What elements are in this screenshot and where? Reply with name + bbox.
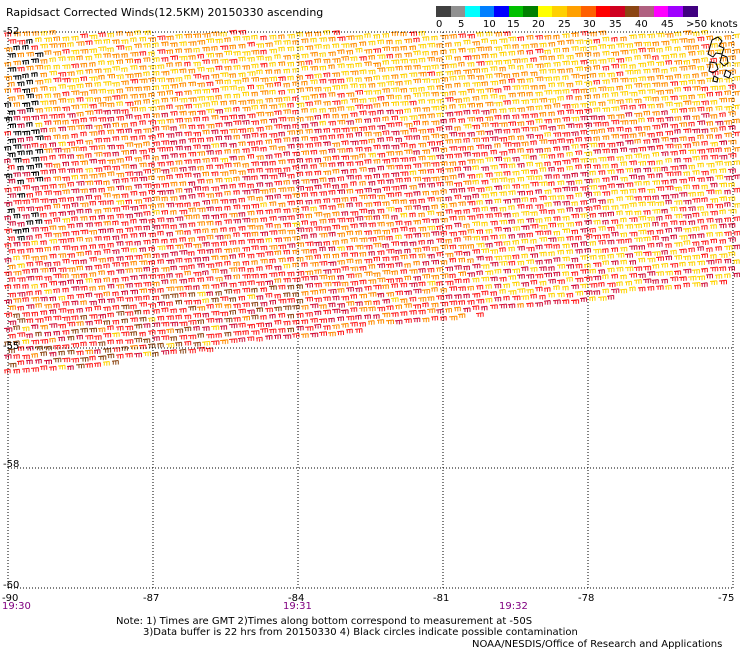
map-grid (7, 31, 734, 590)
legend-swatch (624, 6, 640, 17)
legend-label: 15 (507, 19, 520, 30)
wind-barbs (3, 284, 304, 369)
legend-swatch (436, 6, 451, 17)
time-label-1930: 19:30 (2, 601, 31, 612)
lon-label-75: -75 (718, 593, 735, 604)
wind-barb-swath (3, 29, 740, 374)
wind-speed-legend: 0 5 10 15 20 25 30 35 40 45 >50 knots (0, 0, 740, 32)
lon-label-81: -81 (433, 593, 450, 604)
wind-barbs (3, 38, 44, 241)
legend-swatch (479, 6, 495, 17)
legend-swatch (653, 6, 669, 17)
coastline-islands (707, 36, 732, 83)
lon-label-78: -78 (578, 593, 595, 604)
legend-label: >50 knots (686, 19, 738, 30)
legend-swatch (682, 6, 698, 17)
lat-label-52: -52 (3, 26, 20, 37)
legend-swatch (523, 6, 538, 17)
lat-label-60: -60 (3, 580, 20, 591)
legend-label: 30 (583, 19, 596, 30)
lat-label-58: -58 (3, 459, 20, 470)
legend-swatch (566, 6, 582, 17)
lon-label-87: -87 (143, 593, 160, 604)
wind-barbs (12, 29, 740, 370)
legend-label: 0 (436, 19, 443, 30)
legend-label: 10 (483, 19, 496, 30)
map-title: Rapidsact Corrected Winds(12.5KM) 201503… (6, 6, 324, 19)
lon-label-90: -90 (2, 593, 19, 604)
legend-label: 35 (609, 19, 622, 30)
note-line-2: 3)Data buffer is 22 hrs from 20150330 4)… (143, 627, 578, 638)
legend-swatch (610, 6, 625, 17)
legend-swatch (581, 6, 596, 17)
legend-label: 45 (661, 19, 674, 30)
legend-swatch (465, 6, 480, 17)
legend-swatch (537, 6, 553, 17)
wind-barbs (3, 29, 740, 374)
legend-label: 5 (458, 19, 465, 30)
legend-swatch (552, 6, 567, 17)
lon-label-84: -84 (288, 593, 305, 604)
legend-swatch (595, 6, 611, 17)
legend-swatch (668, 6, 683, 17)
legend-swatch (508, 6, 524, 17)
lat-label-55: -55 (3, 341, 20, 352)
wind-barbs (3, 109, 740, 370)
legend-label: 25 (558, 19, 571, 30)
wind-barbs (3, 30, 740, 358)
legend-label: 40 (635, 19, 648, 30)
legend-label: 20 (532, 19, 545, 30)
legend-swatch (494, 6, 509, 17)
legend-swatch (450, 6, 466, 17)
time-label-1932: 19:32 (499, 601, 528, 612)
credit-line: NOAA/NESDIS/Office of Research and Appli… (472, 639, 723, 650)
legend-swatch (639, 6, 654, 17)
footnotes: Note: 1) Times are GMT 2)Times along bot… (116, 616, 578, 638)
time-label-1931: 19:31 (283, 601, 312, 612)
note-line-1: Note: 1) Times are GMT 2)Times along bot… (116, 616, 533, 627)
